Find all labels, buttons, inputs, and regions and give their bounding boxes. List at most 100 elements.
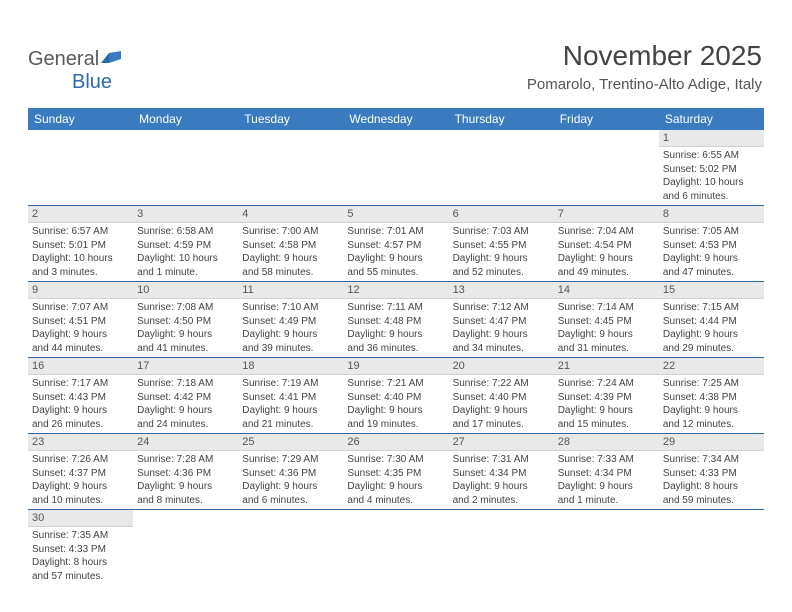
day-info: Sunrise: 7:25 AMSunset: 4:38 PMDaylight:… [659, 375, 764, 433]
sunset-text: Sunset: 4:34 PM [453, 467, 550, 481]
daylight-text-1: Daylight: 10 hours [137, 252, 234, 266]
calendar-row: 23Sunrise: 7:26 AMSunset: 4:37 PMDayligh… [28, 434, 764, 510]
day-info: Sunrise: 7:07 AMSunset: 4:51 PMDaylight:… [28, 299, 133, 357]
sunrise-text: Sunrise: 7:25 AM [663, 377, 760, 391]
calendar-row: 30Sunrise: 7:35 AMSunset: 4:33 PMDayligh… [28, 510, 764, 586]
daylight-text-1: Daylight: 9 hours [453, 328, 550, 342]
sunrise-text: Sunrise: 7:31 AM [453, 453, 550, 467]
daylight-text-2: and 55 minutes. [347, 266, 444, 280]
daylight-text-1: Daylight: 8 hours [663, 480, 760, 494]
sunrise-text: Sunrise: 7:26 AM [32, 453, 129, 467]
day-number: 15 [659, 282, 764, 299]
weekday-header: Saturday [659, 108, 764, 130]
day-info: Sunrise: 7:01 AMSunset: 4:57 PMDaylight:… [343, 223, 448, 281]
sunset-text: Sunset: 4:51 PM [32, 315, 129, 329]
sunrise-text: Sunrise: 7:01 AM [347, 225, 444, 239]
sunset-text: Sunset: 4:41 PM [242, 391, 339, 405]
daylight-text-2: and 29 minutes. [663, 342, 760, 356]
daylight-text-2: and 57 minutes. [32, 570, 129, 584]
daylight-text-2: and 4 minutes. [347, 494, 444, 508]
calendar-cell: 18Sunrise: 7:19 AMSunset: 4:41 PMDayligh… [238, 358, 343, 434]
day-info: Sunrise: 7:28 AMSunset: 4:36 PMDaylight:… [133, 451, 238, 509]
day-info: Sunrise: 7:30 AMSunset: 4:35 PMDaylight:… [343, 451, 448, 509]
daylight-text-1: Daylight: 9 hours [32, 404, 129, 418]
daylight-text-2: and 12 minutes. [663, 418, 760, 432]
page-title: November 2025 [527, 40, 762, 72]
daylight-text-1: Daylight: 9 hours [347, 404, 444, 418]
daylight-text-2: and 19 minutes. [347, 418, 444, 432]
daylight-text-2: and 21 minutes. [242, 418, 339, 432]
calendar-row: 1Sunrise: 6:55 AMSunset: 5:02 PMDaylight… [28, 130, 764, 206]
daylight-text-1: Daylight: 9 hours [32, 480, 129, 494]
calendar-cell: 3Sunrise: 6:58 AMSunset: 4:59 PMDaylight… [133, 206, 238, 282]
sunrise-text: Sunrise: 7:29 AM [242, 453, 339, 467]
calendar-cell [343, 510, 448, 586]
daylight-text-1: Daylight: 9 hours [137, 328, 234, 342]
weekday-header: Friday [554, 108, 659, 130]
calendar-cell: 25Sunrise: 7:29 AMSunset: 4:36 PMDayligh… [238, 434, 343, 510]
sunset-text: Sunset: 4:42 PM [137, 391, 234, 405]
sunrise-text: Sunrise: 7:08 AM [137, 301, 234, 315]
calendar-cell [238, 510, 343, 586]
sunrise-text: Sunrise: 7:11 AM [347, 301, 444, 315]
sunset-text: Sunset: 4:48 PM [347, 315, 444, 329]
day-number: 12 [343, 282, 448, 299]
daylight-text-1: Daylight: 9 hours [558, 252, 655, 266]
sunrise-text: Sunrise: 7:21 AM [347, 377, 444, 391]
sunset-text: Sunset: 4:38 PM [663, 391, 760, 405]
day-number: 17 [133, 358, 238, 375]
day-number: 8 [659, 206, 764, 223]
calendar-cell: 10Sunrise: 7:08 AMSunset: 4:50 PMDayligh… [133, 282, 238, 358]
sunrise-text: Sunrise: 6:55 AM [663, 149, 760, 163]
sunrise-text: Sunrise: 7:00 AM [242, 225, 339, 239]
daylight-text-1: Daylight: 9 hours [453, 252, 550, 266]
calendar-cell: 11Sunrise: 7:10 AMSunset: 4:49 PMDayligh… [238, 282, 343, 358]
day-number: 26 [343, 434, 448, 451]
day-number: 9 [28, 282, 133, 299]
sunset-text: Sunset: 4:37 PM [32, 467, 129, 481]
day-number: 24 [133, 434, 238, 451]
daylight-text-2: and 39 minutes. [242, 342, 339, 356]
day-number: 13 [449, 282, 554, 299]
day-info: Sunrise: 7:03 AMSunset: 4:55 PMDaylight:… [449, 223, 554, 281]
sunset-text: Sunset: 4:49 PM [242, 315, 339, 329]
calendar-cell: 7Sunrise: 7:04 AMSunset: 4:54 PMDaylight… [554, 206, 659, 282]
day-number: 25 [238, 434, 343, 451]
daylight-text-1: Daylight: 9 hours [663, 404, 760, 418]
sunrise-text: Sunrise: 7:35 AM [32, 529, 129, 543]
day-info: Sunrise: 6:58 AMSunset: 4:59 PMDaylight:… [133, 223, 238, 281]
sunset-text: Sunset: 5:01 PM [32, 239, 129, 253]
calendar-cell: 1Sunrise: 6:55 AMSunset: 5:02 PMDaylight… [659, 130, 764, 206]
calendar-cell: 14Sunrise: 7:14 AMSunset: 4:45 PMDayligh… [554, 282, 659, 358]
calendar-cell [659, 510, 764, 586]
calendar-cell [343, 130, 448, 206]
day-info: Sunrise: 7:14 AMSunset: 4:45 PMDaylight:… [554, 299, 659, 357]
day-number: 23 [28, 434, 133, 451]
day-number: 21 [554, 358, 659, 375]
calendar-cell: 16Sunrise: 7:17 AMSunset: 4:43 PMDayligh… [28, 358, 133, 434]
sunset-text: Sunset: 4:57 PM [347, 239, 444, 253]
calendar-cell [449, 130, 554, 206]
sunrise-text: Sunrise: 7:28 AM [137, 453, 234, 467]
calendar-cell: 27Sunrise: 7:31 AMSunset: 4:34 PMDayligh… [449, 434, 554, 510]
calendar-cell: 5Sunrise: 7:01 AMSunset: 4:57 PMDaylight… [343, 206, 448, 282]
daylight-text-2: and 41 minutes. [137, 342, 234, 356]
day-info: Sunrise: 7:05 AMSunset: 4:53 PMDaylight:… [659, 223, 764, 281]
daylight-text-2: and 49 minutes. [558, 266, 655, 280]
sunset-text: Sunset: 4:59 PM [137, 239, 234, 253]
sunset-text: Sunset: 4:55 PM [453, 239, 550, 253]
daylight-text-2: and 24 minutes. [137, 418, 234, 432]
daylight-text-1: Daylight: 9 hours [242, 404, 339, 418]
daylight-text-1: Daylight: 9 hours [242, 252, 339, 266]
sunset-text: Sunset: 4:47 PM [453, 315, 550, 329]
sunset-text: Sunset: 4:40 PM [347, 391, 444, 405]
day-number: 18 [238, 358, 343, 375]
day-info: Sunrise: 7:19 AMSunset: 4:41 PMDaylight:… [238, 375, 343, 433]
daylight-text-1: Daylight: 9 hours [347, 252, 444, 266]
calendar-cell: 6Sunrise: 7:03 AMSunset: 4:55 PMDaylight… [449, 206, 554, 282]
day-number: 2 [28, 206, 133, 223]
calendar-cell: 13Sunrise: 7:12 AMSunset: 4:47 PMDayligh… [449, 282, 554, 358]
day-number: 1 [659, 130, 764, 147]
logo-text-1: General [28, 48, 99, 70]
calendar-cell: 21Sunrise: 7:24 AMSunset: 4:39 PMDayligh… [554, 358, 659, 434]
